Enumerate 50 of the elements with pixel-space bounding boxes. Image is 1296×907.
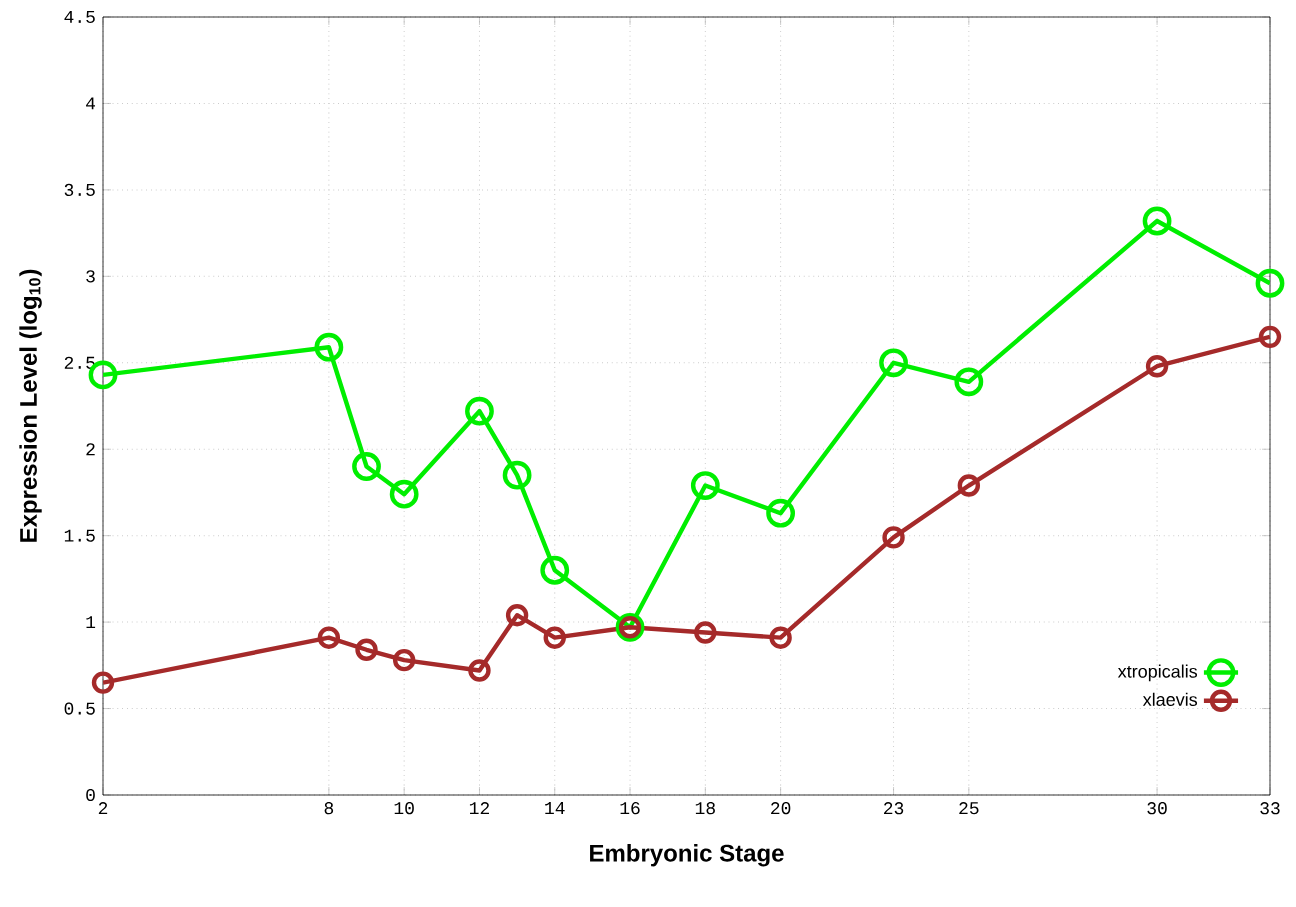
y-tick-label: 0 [86, 788, 95, 802]
y-tick-label: 4 [86, 97, 96, 110]
point [879, 348, 908, 378]
point [352, 452, 381, 481]
y-axis-title: Expression Level (log$_{10}$) [19, 269, 42, 542]
x-tick-label: 25 [959, 802, 979, 815]
point [468, 659, 491, 682]
x-tick-label: 18 [695, 802, 715, 815]
y-tick-label: 2 [86, 443, 95, 456]
point [954, 367, 984, 397]
point [766, 498, 796, 528]
point [694, 621, 717, 644]
y-tick-label: 1.5 [64, 529, 95, 542]
point [389, 479, 419, 509]
point [392, 648, 416, 672]
x-tick-label: 10 [394, 802, 414, 815]
y-tick-label: 0.5 [64, 702, 95, 715]
point [505, 604, 529, 627]
point [1258, 325, 1282, 349]
point [690, 471, 720, 500]
y-tick-label: 3.5 [64, 183, 95, 197]
point [1145, 355, 1169, 378]
point [543, 626, 566, 649]
point [769, 626, 792, 649]
y-tick-label: 4.5 [64, 10, 95, 24]
point [91, 671, 115, 694]
point [317, 626, 341, 649]
point [1255, 268, 1285, 298]
point [957, 474, 981, 497]
x-tick-label: 23 [884, 802, 904, 815]
x-tick-label: 2 [98, 802, 108, 815]
point [1142, 206, 1172, 236]
x-tick-label: 30 [1147, 802, 1167, 815]
x-tick-label: 20 [771, 802, 791, 815]
x-tick-label: 16 [620, 802, 640, 815]
point [540, 555, 570, 585]
y-tick-label: 1 [86, 616, 96, 629]
x-tick-label: 8 [324, 802, 334, 815]
point [355, 638, 378, 661]
y-tick-label: 3 [86, 270, 95, 283]
x-tick-label: 33 [1260, 802, 1280, 815]
legend-label: xlaevis [1142, 692, 1198, 706]
point [882, 526, 905, 549]
x-axis-title: Embryonic Stage [590, 844, 784, 867]
point [314, 332, 344, 362]
point [502, 460, 532, 490]
x-tick-label: 12 [469, 802, 489, 815]
x-tick-label: 14 [545, 802, 565, 814]
legend-label: xtropicalis [1117, 664, 1198, 682]
point [465, 396, 494, 426]
